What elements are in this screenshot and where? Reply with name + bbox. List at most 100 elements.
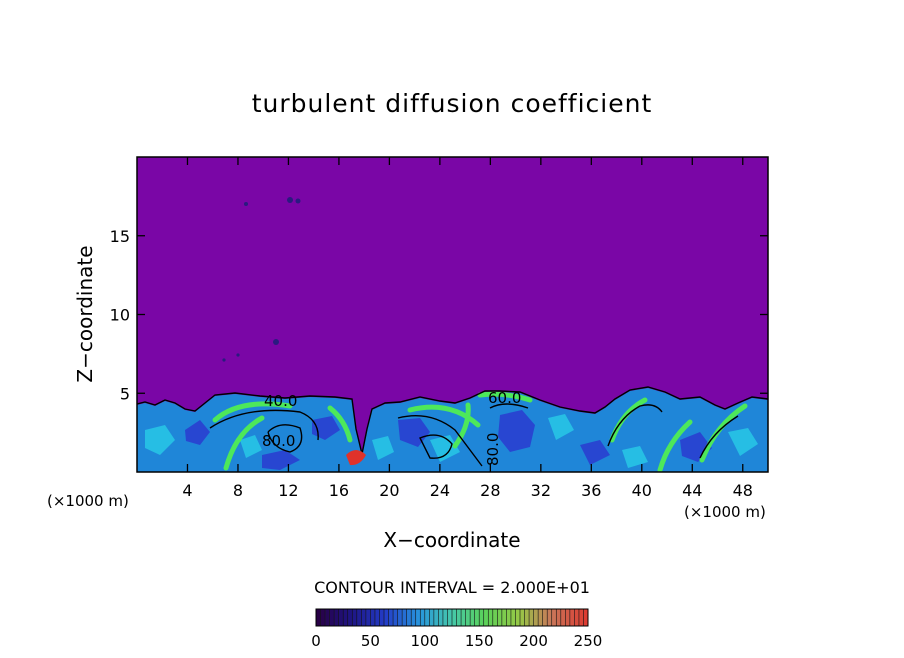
colorbar-cell	[447, 609, 452, 626]
colorbar-cell	[316, 609, 321, 626]
contour-lines	[137, 386, 768, 467]
upper-specks	[222, 197, 301, 362]
colorbar-tick-label: 250	[574, 632, 603, 650]
colorbar-cell	[470, 609, 475, 626]
speck	[273, 339, 279, 345]
cyan-patches	[145, 414, 758, 468]
contour-label: 80.0	[262, 432, 295, 450]
colorbar-cell	[347, 609, 353, 626]
colorbar-cell	[547, 609, 552, 626]
colorbar-cell	[456, 609, 462, 626]
colorbar-cell	[325, 609, 330, 626]
colorbar-cell	[338, 609, 344, 626]
colorbar-cell	[492, 609, 498, 626]
colorbar-cell	[452, 609, 457, 626]
speck	[222, 358, 226, 362]
colorbar-tick-label: 0	[311, 632, 321, 650]
speck	[244, 202, 248, 206]
colorbar-cell	[488, 609, 493, 626]
colorbar-cell	[442, 609, 448, 626]
speck	[287, 197, 293, 203]
colorbar-cell	[433, 609, 439, 626]
colorbar-cell	[569, 609, 575, 626]
colorbar-cell	[374, 609, 380, 626]
colorbar-cell	[529, 609, 534, 626]
boundary-layer-field	[137, 388, 768, 472]
colorbar-cell	[479, 609, 484, 626]
contour-labels: 40.0 80.0 60.0 80.0	[262, 389, 521, 466]
deep-blue-patches	[185, 410, 712, 470]
colorbar-cell	[578, 609, 584, 626]
x-tick-label: 4	[182, 481, 192, 500]
turbulent-layer	[137, 386, 768, 472]
colorbar-cell	[424, 609, 430, 626]
colorbar-cell	[542, 609, 548, 626]
x-tick-label: 44	[682, 481, 702, 500]
colorbar-cell	[352, 609, 357, 626]
colorbar-cell	[411, 609, 416, 626]
contour-label: 60.0	[488, 389, 521, 407]
colorbar-cell	[483, 609, 489, 626]
x-tick-label: 36	[581, 481, 601, 500]
colorbar-cell	[384, 609, 389, 626]
chart-title: turbulent diffusion coefficient	[252, 89, 653, 118]
colorbar-cell	[415, 609, 421, 626]
colorbar-cell	[574, 609, 579, 626]
colorbar-cell	[438, 609, 443, 626]
colorbar-cell	[420, 609, 425, 626]
contour-interval-label: CONTOUR INTERVAL = 2.000E+01	[314, 578, 590, 597]
colorbar-gradient	[315, 609, 588, 626]
colorbar-cell	[365, 609, 371, 626]
colorbar-cell	[556, 609, 561, 626]
colorbar-cell	[533, 609, 539, 626]
colorbar-cell	[329, 609, 335, 626]
colorbar-cell	[506, 609, 511, 626]
x-tick-label: 32	[531, 481, 551, 500]
x-axis: 4 8 12 16 20 24 28 32 36 40 44 48	[182, 157, 753, 500]
colorbar-cell	[520, 609, 525, 626]
y-tick-label: 5	[120, 384, 130, 403]
y-axis: 5 10 15	[110, 227, 768, 403]
colorbar-cell	[429, 609, 434, 626]
colorbar-cell	[524, 609, 530, 626]
contour-label: 80.0	[484, 433, 502, 466]
colorbar-cell	[334, 609, 339, 626]
colorbar-cell	[510, 609, 516, 626]
colorbar-cell	[461, 609, 466, 626]
colorbar-cell	[397, 609, 403, 626]
colorbar-cell	[583, 609, 588, 626]
colorbar-cell	[356, 609, 362, 626]
colorbar-cell	[343, 609, 348, 626]
colorbar-cell	[497, 609, 502, 626]
colorbar-cell	[379, 609, 384, 626]
y-tick-label: 15	[110, 227, 130, 246]
x-unit-left: (×1000 m)	[47, 492, 129, 510]
colorbar-cell	[370, 609, 375, 626]
x-tick-label: 8	[233, 481, 243, 500]
colorbar-cell	[515, 609, 520, 626]
colorbar-cell	[551, 609, 557, 626]
x-tick-label: 24	[430, 481, 450, 500]
colorbar-cell	[560, 609, 566, 626]
red-core	[346, 450, 366, 466]
x-unit-right: (×1000 m)	[684, 503, 766, 521]
colorbar-tick-label: 50	[361, 632, 380, 650]
x-tick-label: 16	[329, 481, 349, 500]
speck	[295, 198, 301, 204]
y-tick-label: 10	[110, 306, 130, 325]
x-axis-label: X−coordinate	[383, 528, 520, 552]
colorbar-tick-label: 200	[519, 632, 548, 650]
colorbar-cell	[393, 609, 398, 626]
x-tick-label: 28	[480, 481, 500, 500]
colorbar-ticks: 0 50 100 150 200 250	[311, 632, 602, 650]
colorbar-cell	[320, 609, 326, 626]
colorbar-tick-label: 150	[465, 632, 494, 650]
green-filaments	[212, 391, 748, 472]
colorbar-cell	[465, 609, 471, 626]
speck	[236, 353, 240, 357]
x-tick-label: 20	[379, 481, 399, 500]
colorbar-cell	[501, 609, 507, 626]
colorbar: 0 50 100 150 200 250	[311, 608, 602, 650]
colorbar-tick-label: 100	[410, 632, 439, 650]
x-tick-label: 40	[632, 481, 652, 500]
